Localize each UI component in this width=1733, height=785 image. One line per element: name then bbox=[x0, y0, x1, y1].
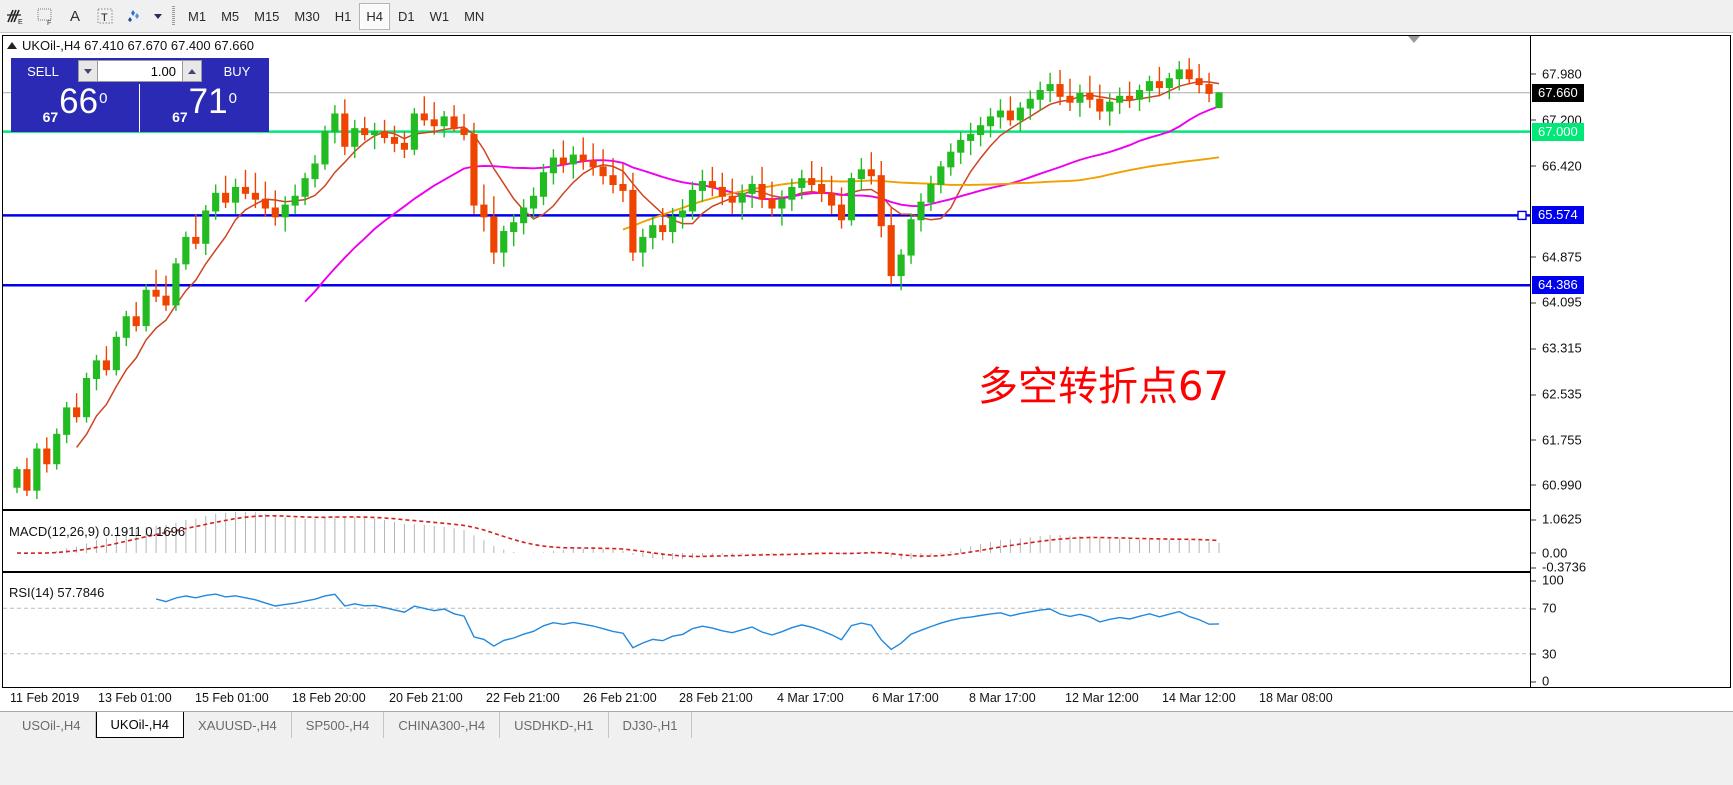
time-axis: 11 Feb 2019 13 Feb 01:00 15 Feb 01:00 18 Fe… bbox=[2, 689, 1731, 711]
indicators-icon[interactable]: E bbox=[0, 1, 30, 31]
rsi-label: RSI(14) 57.7846 bbox=[9, 585, 105, 600]
time-tick: 4 Mar 17:00 bbox=[777, 691, 844, 705]
rsi-pane-separator bbox=[3, 571, 1532, 573]
timeframe-m5[interactable]: M5 bbox=[221, 8, 240, 24]
chart-tab-sp500h4[interactable]: SP500-,H4 bbox=[292, 712, 385, 738]
rsi-scale-100: 100 bbox=[1531, 573, 1564, 588]
blue-level-label-upper[interactable]: 65.574 bbox=[1532, 206, 1584, 225]
chart-frame[interactable]: UKOil-,H4 67.410 67.670 67.400 67.660 MA… bbox=[2, 35, 1731, 688]
chart-title: UKOil-,H4 67.410 67.670 67.400 67.660 bbox=[7, 38, 254, 53]
macd-label: MACD(12,26,9) 0.1911 0.1696 bbox=[9, 524, 186, 539]
volume-input[interactable]: 1.00 bbox=[98, 60, 182, 82]
bid-price-label[interactable]: 67.660 bbox=[1532, 83, 1584, 102]
chart-tab-ukoilh4[interactable]: UKOil-,H4 bbox=[95, 712, 185, 738]
timeframe-h4[interactable]: H4 bbox=[359, 2, 390, 30]
expand-triangle-icon[interactable] bbox=[7, 42, 17, 49]
chevron-down-icon bbox=[84, 68, 92, 74]
main-toolbar: E F A T M1 M5 M15 M30 H1 H4 D1 W1 MN bbox=[0, 0, 1733, 33]
sell-button[interactable]: SELL bbox=[11, 58, 75, 84]
chart-tab-usoilh4[interactable]: USOil-,H4 bbox=[8, 712, 96, 738]
time-tick: 20 Feb 21:00 bbox=[389, 691, 463, 705]
text-tool-icon[interactable]: A bbox=[69, 7, 80, 25]
chart-tab-bar: USOil-,H4 UKOil-,H4 XAUUSD-,H4 SP500-,H4 CHI… bbox=[0, 711, 1733, 785]
volume-increment-button[interactable] bbox=[182, 60, 202, 82]
price-tick: 63.315 bbox=[1531, 341, 1582, 356]
rsi-chart-canvas[interactable] bbox=[3, 574, 1532, 688]
macd-chart-canvas[interactable] bbox=[3, 512, 1532, 568]
time-tick: 6 Mar 17:00 bbox=[872, 691, 939, 705]
time-tick: 18 Feb 20:00 bbox=[292, 691, 366, 705]
price-tick: 66.420 bbox=[1531, 158, 1582, 173]
rsi-scale-30: 30 bbox=[1531, 646, 1556, 661]
time-tick: 11 Feb 2019 bbox=[10, 691, 80, 705]
sell-price-big: 66 bbox=[59, 82, 99, 121]
timeframe-h1[interactable]: H1 bbox=[334, 8, 352, 24]
time-tick: 14 Mar 12:00 bbox=[1162, 691, 1236, 705]
time-tick: 18 Mar 08:00 bbox=[1259, 691, 1333, 705]
rsi-scale-0: 0 bbox=[1531, 674, 1549, 687]
objects-dropdown-icon[interactable] bbox=[150, 1, 166, 31]
timeframe-m1[interactable]: M1 bbox=[188, 8, 207, 24]
timeframe-m30[interactable]: M30 bbox=[294, 8, 320, 24]
macd-scale-min: -0.3736 bbox=[1531, 560, 1586, 575]
volume-stepper[interactable]: 1.00 bbox=[75, 58, 205, 84]
time-tick: 12 Mar 12:00 bbox=[1065, 691, 1139, 705]
sell-price-prefix: 67 bbox=[42, 109, 59, 125]
buy-price-big: 71 bbox=[188, 82, 228, 121]
price-tick: 67.980 bbox=[1531, 66, 1582, 81]
buy-button[interactable]: BUY bbox=[205, 58, 269, 84]
one-click-trading-panel[interactable]: SELL 1.00 BUY 67 66 0 67 71 0 bbox=[11, 58, 269, 132]
timeframe-w1[interactable]: W1 bbox=[429, 8, 450, 24]
price-tick: 61.755 bbox=[1531, 432, 1582, 447]
text-label-icon[interactable]: T bbox=[90, 1, 120, 31]
svg-text:T: T bbox=[101, 12, 108, 24]
time-tick: 26 Feb 21:00 bbox=[583, 691, 657, 705]
time-tick: 15 Feb 01:00 bbox=[195, 691, 269, 705]
chevron-up-icon bbox=[188, 68, 196, 74]
macd-scale-max: 1.0625 bbox=[1531, 512, 1582, 527]
timeframe-mn[interactable]: MN bbox=[464, 8, 485, 24]
price-axis[interactable]: 67.980 67.200 66.420 64.875 64.095 63.315 62.5… bbox=[1530, 36, 1730, 687]
price-tick: 64.875 bbox=[1531, 249, 1582, 264]
chart-tab-usdhkdh1[interactable]: USDHKD-,H1 bbox=[500, 712, 609, 738]
templates-icon[interactable]: F bbox=[30, 1, 60, 31]
macd-scale-zero: 0.00 bbox=[1531, 545, 1567, 560]
volume-decrement-button[interactable] bbox=[78, 60, 98, 82]
sell-price-display[interactable]: 67 66 0 bbox=[11, 84, 140, 132]
price-tick: 60.990 bbox=[1531, 477, 1582, 492]
timeframe-m15[interactable]: M15 bbox=[254, 8, 280, 24]
buy-price-prefix: 67 bbox=[172, 109, 188, 125]
rsi-scale-70: 70 bbox=[1531, 601, 1556, 616]
svg-text:E: E bbox=[18, 19, 23, 26]
chevron-down-icon[interactable] bbox=[1408, 36, 1420, 43]
time-tick: 22 Feb 21:00 bbox=[486, 691, 560, 705]
blue-level-label-lower[interactable]: 64.386 bbox=[1532, 276, 1584, 295]
macd-pane-separator bbox=[3, 509, 1532, 511]
chart-tab-xauusdh4[interactable]: XAUUSD-,H4 bbox=[184, 712, 292, 738]
time-tick: 28 Feb 21:00 bbox=[679, 691, 753, 705]
svg-text:F: F bbox=[47, 20, 51, 26]
objects-icon[interactable] bbox=[120, 1, 150, 31]
chart-annotation: 多空转折点67 bbox=[978, 364, 1229, 410]
sell-price-sup: 0 bbox=[99, 90, 108, 107]
timeframe-d1[interactable]: D1 bbox=[397, 8, 415, 24]
chart-tab-china300h4[interactable]: CHINA300-,H4 bbox=[384, 712, 501, 738]
time-tick: 8 Mar 17:00 bbox=[969, 691, 1036, 705]
toolbar-separator bbox=[169, 5, 178, 27]
price-tick: 64.095 bbox=[1531, 295, 1582, 310]
time-tick: 13 Feb 01:00 bbox=[98, 691, 172, 705]
green-level-label[interactable]: 67.000 bbox=[1532, 122, 1584, 141]
buy-price-sup: 0 bbox=[228, 90, 237, 107]
chart-title-text: UKOil-,H4 67.410 67.670 67.400 67.660 bbox=[22, 38, 255, 53]
timeframe-group: M1 M5 M15 M30 H1 H4 D1 W1 MN bbox=[181, 2, 491, 30]
buy-price-display[interactable]: 67 71 0 bbox=[140, 84, 269, 132]
chart-tab-dj30h1[interactable]: DJ30-,H1 bbox=[609, 712, 693, 738]
price-tick: 62.535 bbox=[1531, 387, 1582, 402]
